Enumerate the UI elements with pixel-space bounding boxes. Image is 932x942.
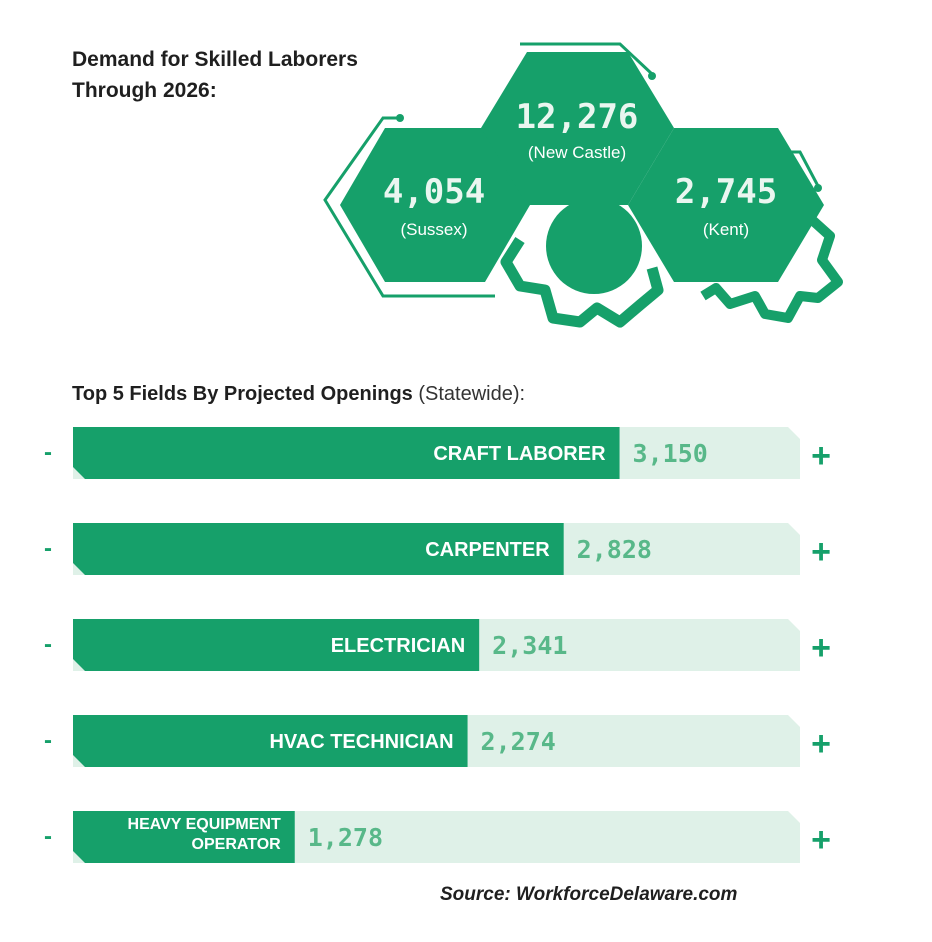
title-line-1: Demand for Skilled Laborers [72,48,358,71]
gear-center [546,198,642,294]
region-hexagons: 4,054 12,276 2,745 (Sussex) (New Castle)… [323,42,843,328]
bar [73,619,480,671]
minus-marker: - [44,727,52,754]
source-note: Source: WorkforceDelaware.com [440,884,738,905]
title-line-2: Through 2026: [72,79,217,102]
bar [73,523,564,575]
minus-marker: - [44,631,52,658]
gear-icon-kent [700,214,843,323]
bar-label: CARPENTER [425,539,550,561]
region-value-sussex: 4,054 [383,172,485,212]
plus-marker: + [811,437,831,475]
fields-title-bold: Top 5 Fields By Projected Openings [72,383,413,405]
plus-marker: + [811,725,831,763]
minus-marker: - [44,535,52,562]
region-value-kent: 2,745 [675,172,777,212]
gear-icon [500,237,664,328]
bar-value-label: 2,828 [577,535,652,564]
bar-value-label: 3,150 [633,439,708,468]
plus-marker: + [811,533,831,571]
region-name-new-castle: (New Castle) [528,143,626,162]
minus-marker: - [44,823,52,850]
bar-label: CRAFT LABORER [433,443,606,465]
bar-value-label: 2,341 [492,631,567,660]
bar-label: ELECTRICIAN [331,635,465,657]
plus-marker: + [811,821,831,859]
bar-label: HVAC TECHNICIAN [269,731,453,753]
bar [73,811,295,863]
minus-marker: - [44,439,52,466]
region-name-kent: (Kent) [703,220,749,239]
hex-new-castle [481,52,674,205]
chart-title: Demand for Skilled Laborers Through 2026… [72,44,472,106]
hex-kent [628,128,824,282]
bar-value-label: 1,278 [308,823,383,852]
bar [73,715,468,767]
bar [73,427,620,479]
bar-label: HEAVY EQUIPMENT OPERATOR [128,816,282,853]
region-name-sussex: (Sussex) [400,220,467,239]
region-value-new-castle: 12,276 [516,97,639,137]
hex-sussex [340,128,530,282]
fields-title-light: (Statewide): [418,383,526,405]
plus-marker: + [811,629,831,667]
bar-value-label: 2,274 [481,727,556,756]
fields-title: Top 5 Fields By Projected Openings (Stat… [72,381,525,407]
